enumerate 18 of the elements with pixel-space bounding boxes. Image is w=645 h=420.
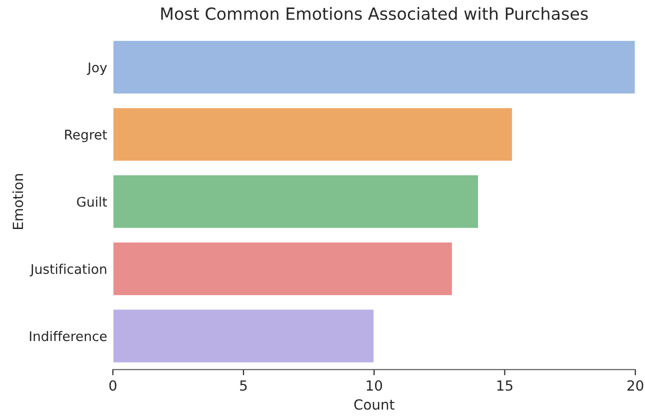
x-axis-title: Count bbox=[354, 399, 394, 410]
bar bbox=[112, 241, 454, 296]
bar bbox=[112, 308, 375, 364]
x-tick-label: 5 bbox=[240, 380, 247, 391]
y-axis-title: Emotion bbox=[12, 174, 24, 229]
bar bbox=[112, 40, 636, 95]
x-tick-label: 10 bbox=[366, 380, 382, 391]
bar bbox=[112, 174, 480, 230]
y-tick-label: Justification bbox=[30, 264, 106, 276]
bar bbox=[112, 106, 514, 162]
y-tick-label: Indifference bbox=[30, 330, 107, 342]
y-tick-label: Guilt bbox=[76, 196, 108, 207]
x-tick-label: 20 bbox=[628, 380, 644, 391]
chart-title: Most Common Emotions Associated with Purchases bbox=[161, 7, 588, 20]
y-tick-label: Joy bbox=[86, 62, 107, 75]
x-tick-label: 0 bbox=[109, 380, 116, 391]
y-tick-label: Regret bbox=[65, 130, 107, 142]
x-tick-label: 15 bbox=[497, 380, 512, 391]
